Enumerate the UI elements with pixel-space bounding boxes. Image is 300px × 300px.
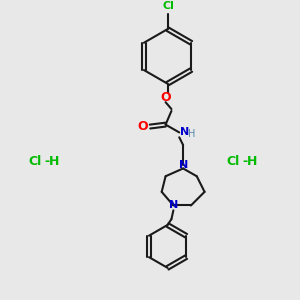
Text: H: H — [49, 155, 60, 168]
Text: Cl: Cl — [163, 1, 175, 10]
Text: N: N — [180, 128, 190, 137]
Text: Cl: Cl — [28, 155, 42, 168]
Text: N: N — [179, 160, 189, 170]
Text: -: - — [44, 155, 49, 168]
Text: -: - — [242, 155, 247, 168]
Text: N: N — [169, 200, 178, 211]
Text: O: O — [160, 91, 171, 104]
Text: H: H — [247, 155, 257, 168]
Text: Cl: Cl — [226, 155, 239, 168]
Text: O: O — [138, 120, 148, 133]
Text: H: H — [188, 129, 195, 140]
